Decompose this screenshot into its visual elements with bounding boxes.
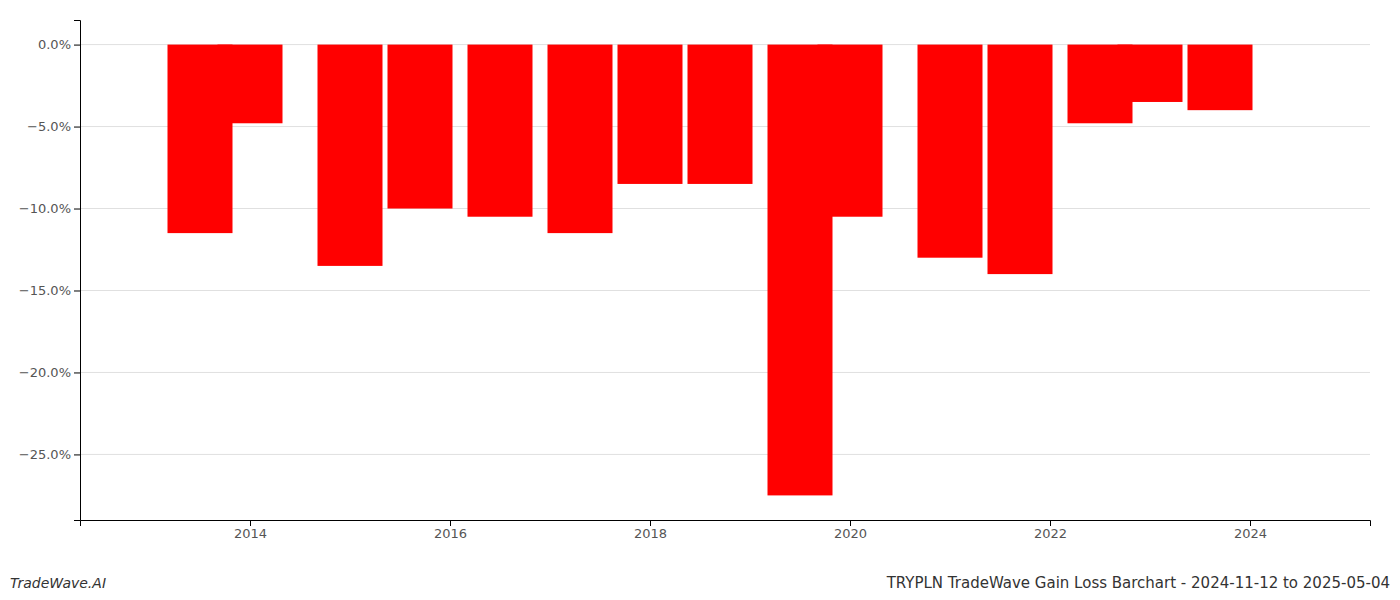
tick-label: 2018 — [634, 526, 667, 541]
bar — [468, 45, 533, 217]
tick-label: −5.0% — [27, 119, 71, 134]
tick-label: −20.0% — [19, 365, 71, 380]
grid — [80, 45, 1370, 455]
bar — [318, 45, 383, 266]
y-axis: 0.0% −5.0% −10.0% −15.0% −20.0% −25.0% — [19, 21, 81, 521]
tick-mark — [650, 520, 651, 526]
grid-line — [80, 372, 1370, 373]
tick: 2022 — [1034, 520, 1067, 541]
x-axis: 2014 2016 2018 2020 2022 2024 — [81, 520, 1371, 541]
tick-label: 2014 — [234, 526, 267, 541]
tick-label: −10.0% — [19, 201, 71, 216]
axis-line — [81, 521, 1371, 527]
tick-mark — [1050, 520, 1051, 526]
tick: 2018 — [634, 520, 667, 541]
bar — [1118, 45, 1183, 102]
tick: 2020 — [834, 520, 867, 541]
tick-mark — [74, 127, 80, 128]
bar — [1188, 45, 1253, 111]
bars — [168, 45, 1253, 496]
tick-label: −15.0% — [19, 283, 71, 298]
bar — [618, 45, 683, 184]
tick-mark — [850, 520, 851, 526]
tick-label: −25.0% — [19, 447, 71, 462]
tick-mark — [1250, 520, 1251, 526]
bar — [388, 45, 453, 209]
tick: −5.0% — [27, 119, 80, 134]
tick-label: 2022 — [1034, 526, 1067, 541]
tick-mark — [74, 209, 80, 210]
tick: −10.0% — [19, 201, 80, 216]
tick: 2024 — [1234, 520, 1267, 541]
tick-mark — [74, 290, 80, 291]
title: TRYPLN TradeWave Gain Loss Barchart - 20… — [886, 574, 1390, 592]
tick: 2016 — [434, 520, 467, 541]
tick-mark — [250, 520, 251, 526]
axis-line — [74, 21, 81, 521]
chart-container: 2014 2016 2018 2020 2022 2024 0.0% −5.0% −10.0% −… — [0, 0, 1400, 600]
grid-line — [80, 208, 1370, 209]
bar — [818, 45, 883, 217]
grid-line — [80, 290, 1370, 291]
tick-label: 2020 — [834, 526, 867, 541]
tick: −15.0% — [19, 283, 80, 298]
bar — [688, 45, 753, 184]
tick-label: 2016 — [434, 526, 467, 541]
bar — [548, 45, 613, 234]
tick-mark — [74, 454, 80, 455]
watermark: TradeWave.AI — [10, 575, 106, 591]
bar — [218, 45, 283, 124]
tick: 0.0% — [38, 37, 80, 52]
tick: −25.0% — [19, 447, 80, 462]
grid-line — [80, 454, 1370, 455]
tick-label: 0.0% — [38, 37, 71, 52]
tick-mark — [74, 372, 80, 373]
tick-label: 2024 — [1234, 526, 1267, 541]
chart-svg: 2014 2016 2018 2020 2022 2024 0.0% −5.0% −10.0% −… — [0, 0, 1400, 600]
tick-mark — [74, 45, 80, 46]
tick: 2014 — [234, 520, 267, 541]
bar — [918, 45, 983, 258]
tick-mark — [450, 520, 451, 526]
tick: −20.0% — [19, 365, 80, 380]
bar — [988, 45, 1053, 275]
